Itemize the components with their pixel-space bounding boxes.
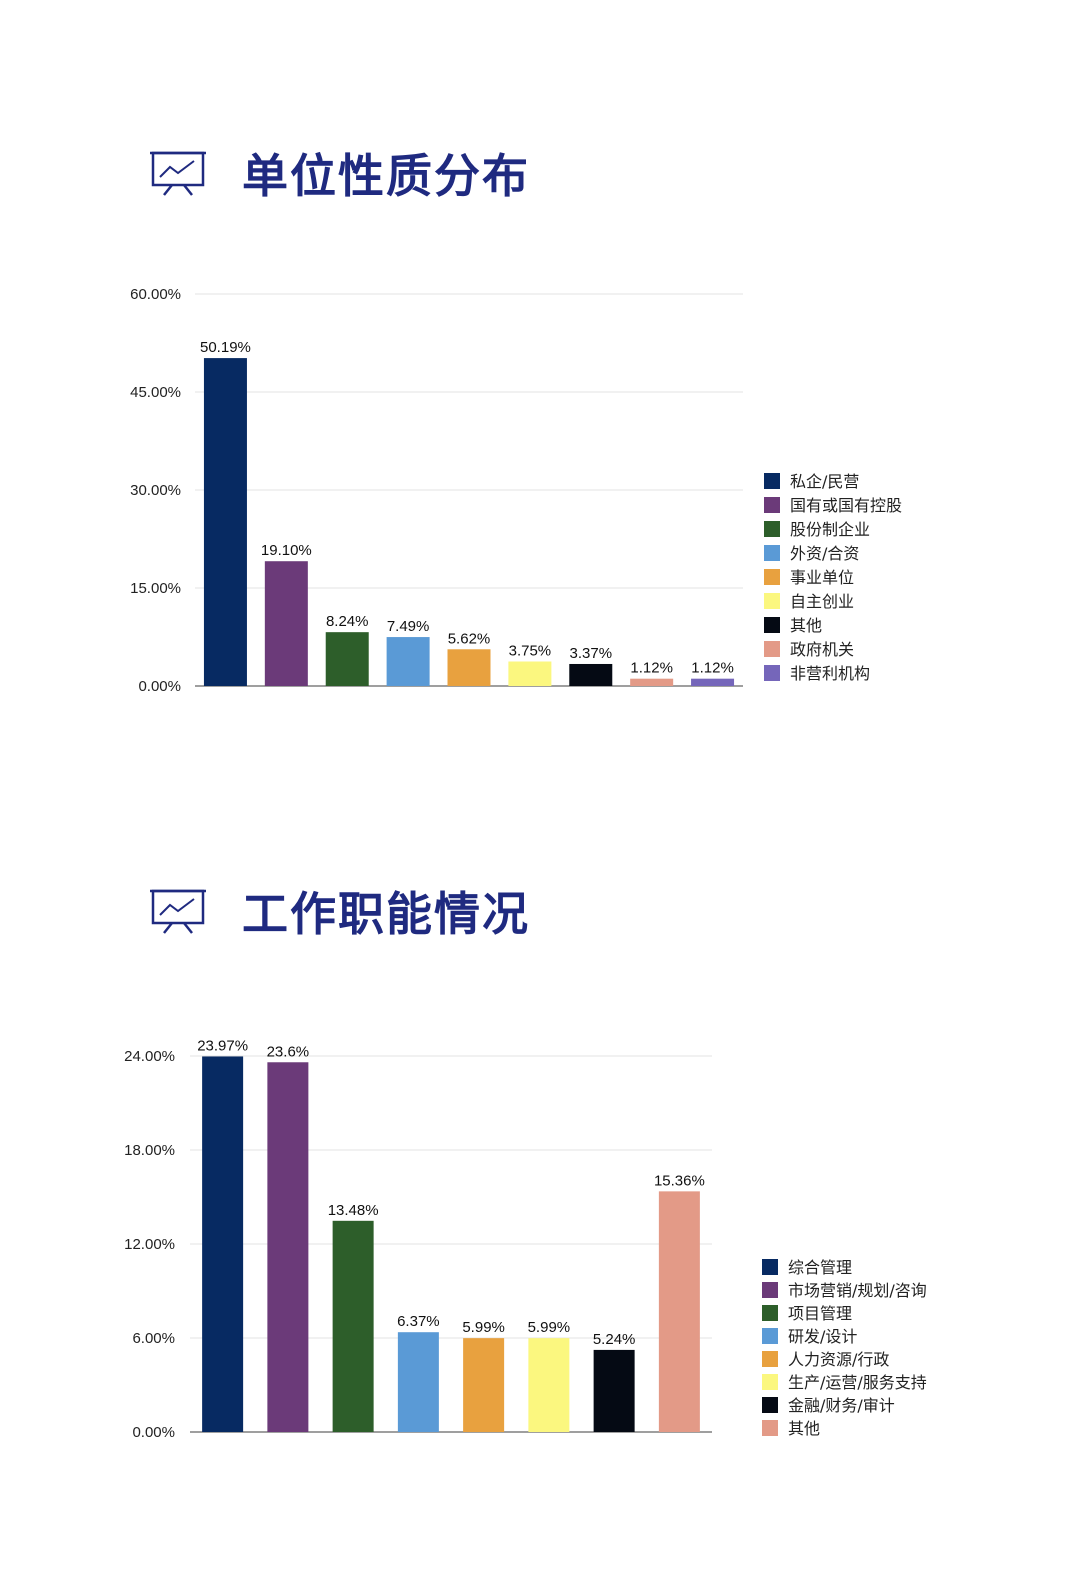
data-label: 5.24%: [593, 1331, 636, 1348]
bar: [325, 632, 369, 686]
legend-label: 国有或国有控股: [790, 496, 902, 515]
data-label: 1.12%: [691, 660, 734, 677]
section-header-1: 单位性质分布: [150, 138, 530, 208]
bar: [528, 1338, 570, 1432]
legend-swatch: [764, 473, 780, 489]
bar: [691, 678, 735, 686]
legend-swatch: [764, 641, 780, 657]
legend-swatch: [764, 497, 780, 513]
legend-label: 项目管理: [788, 1304, 852, 1323]
data-label: 23.97%: [197, 1037, 248, 1054]
legend-swatch: [762, 1420, 778, 1436]
legend-swatch: [762, 1305, 778, 1321]
data-label: 8.24%: [326, 613, 369, 630]
legend-label: 市场营销/规划/咨询: [788, 1281, 927, 1300]
bar: [202, 1056, 244, 1432]
y-tick-label: 0.00%: [132, 1424, 175, 1441]
legend-label: 其他: [788, 1419, 820, 1438]
legend-label: 人力资源/行政: [788, 1350, 889, 1369]
legend-swatch: [762, 1282, 778, 1298]
data-label: 13.48%: [328, 1202, 379, 1219]
legend-label: 事业单位: [790, 568, 854, 587]
bar: [397, 1332, 439, 1432]
y-tick-label: 24.00%: [124, 1048, 175, 1065]
legend-label: 生产/运营/服务支持: [788, 1373, 927, 1392]
y-tick-label: 30.00%: [130, 482, 181, 499]
data-label: 23.6%: [267, 1043, 310, 1060]
legend-label: 自主创业: [790, 592, 854, 611]
bar: [332, 1220, 374, 1432]
bar: [267, 1062, 309, 1432]
bar: [658, 1191, 700, 1432]
legend-swatch: [764, 665, 780, 681]
bar: [264, 561, 308, 686]
bar: [463, 1338, 505, 1432]
section-header-2: 工作职能情况: [150, 876, 530, 946]
bar: [569, 663, 613, 686]
data-label: 1.12%: [630, 660, 673, 677]
legend-swatch: [764, 617, 780, 633]
legend-swatch: [764, 593, 780, 609]
legend-swatch: [762, 1328, 778, 1344]
legend-swatch: [764, 521, 780, 537]
legend-swatch: [762, 1374, 778, 1390]
legend-label: 私企/民营: [790, 472, 859, 491]
legend-label: 金融/财务/审计: [788, 1396, 895, 1415]
legend-label: 股份制企业: [790, 520, 870, 539]
legend-swatch: [764, 545, 780, 561]
legend-label: 非营利机构: [790, 664, 870, 683]
data-label: 50.19%: [200, 339, 251, 356]
legend-label: 外资/合资: [790, 544, 859, 563]
data-label: 5.99%: [462, 1319, 505, 1336]
legend-swatch: [762, 1397, 778, 1413]
chart-unit-nature: 0.00% 15.00% 30.00% 45.00% 60.00% 50.19% 19.10…: [130, 286, 902, 695]
section-title-2: 工作职能情况: [242, 887, 530, 941]
bar: [447, 649, 491, 686]
bar: [630, 678, 674, 686]
presentation-chart-icon: [150, 889, 206, 934]
legend-label: 综合管理: [788, 1258, 852, 1277]
y-tick-label: 0.00%: [138, 678, 181, 695]
data-label: 5.62%: [448, 630, 491, 647]
data-label: 5.99%: [528, 1319, 571, 1336]
y-tick-label: 18.00%: [124, 1142, 175, 1159]
data-label: 19.10%: [261, 542, 312, 559]
legend-label: 研发/设计: [788, 1327, 857, 1346]
legend-swatch: [764, 569, 780, 585]
data-label: 3.37%: [570, 645, 613, 662]
y-tick-label: 6.00%: [132, 1330, 175, 1347]
legend-label: 政府机关: [790, 640, 854, 659]
presentation-chart-icon: [150, 151, 206, 196]
legend-label: 其他: [790, 616, 822, 635]
bar: [386, 637, 430, 686]
y-tick-label: 12.00%: [124, 1236, 175, 1253]
section-title-1: 单位性质分布: [242, 149, 530, 203]
data-label: 15.36%: [654, 1172, 705, 1189]
y-tick-label: 45.00%: [130, 384, 181, 401]
bar: [508, 661, 552, 686]
bar: [203, 358, 247, 686]
y-tick-label: 60.00%: [130, 286, 181, 303]
legend-swatch: [762, 1351, 778, 1367]
chart-job-function: 0.00% 6.00% 12.00% 18.00% 24.00% 23.97% 23.6% 1…: [124, 1037, 927, 1441]
y-tick-label: 15.00%: [130, 580, 181, 597]
bar: [593, 1349, 635, 1432]
data-label: 6.37%: [397, 1313, 440, 1330]
data-label: 7.49%: [387, 618, 430, 635]
data-label: 3.75%: [509, 643, 552, 660]
legend-swatch: [762, 1259, 778, 1275]
